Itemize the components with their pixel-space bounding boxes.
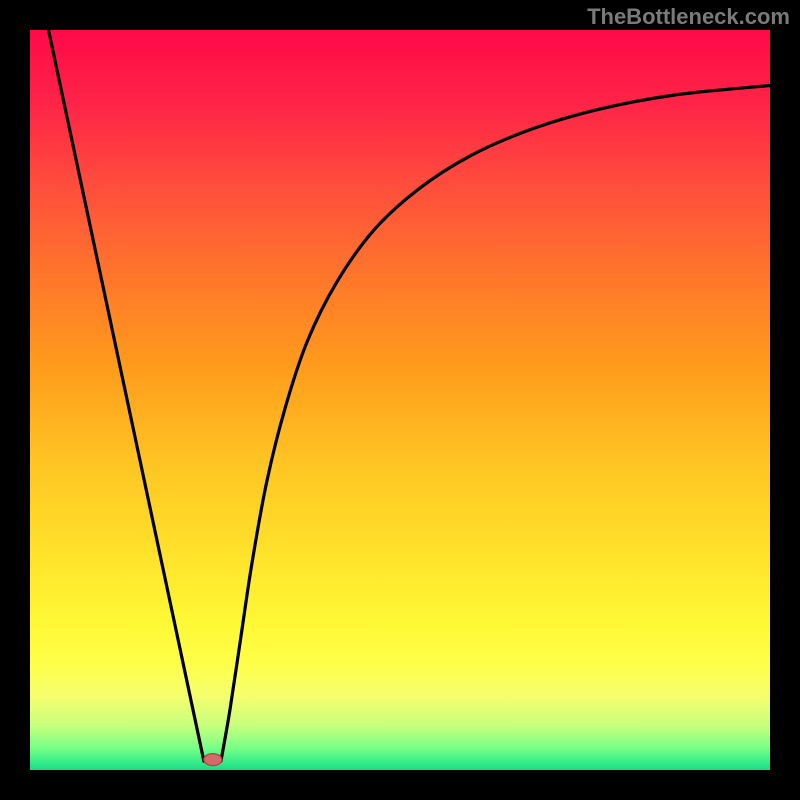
plot-svg xyxy=(30,30,770,770)
plot-background xyxy=(30,30,770,770)
watermark-text: TheBottleneck.com xyxy=(587,4,790,30)
minimum-marker xyxy=(204,754,222,766)
chart-container: TheBottleneck.com xyxy=(0,0,800,800)
